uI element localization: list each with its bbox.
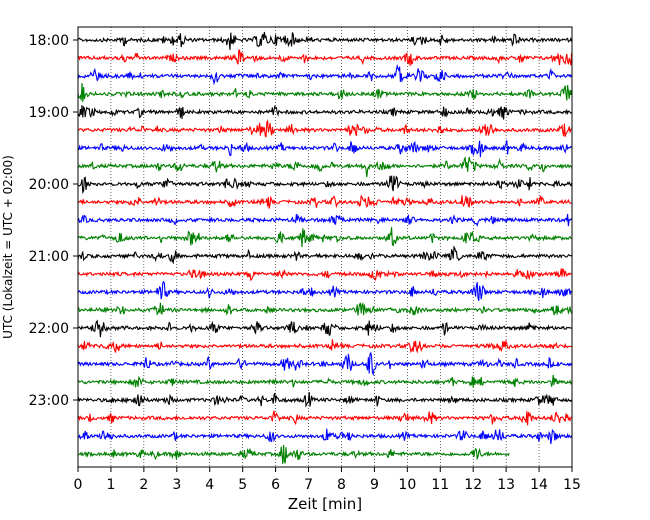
trace-line — [77, 391, 573, 408]
x-tick-label: 11 — [431, 477, 449, 493]
x-tick-label: 9 — [370, 477, 379, 493]
x-tick-label: 13 — [497, 477, 515, 493]
y-axis-ticks: 18:00 19:00 20:00 21:00 22:00 23:00 — [29, 33, 78, 409]
trace-line — [77, 227, 572, 248]
x-tick-label: 6 — [271, 477, 280, 493]
trace-line — [77, 213, 573, 227]
x-tick-label: 3 — [172, 477, 181, 493]
plot-frame — [77, 26, 573, 468]
y-tick-label: 20:00 — [29, 177, 69, 193]
trace-line — [77, 49, 573, 66]
trace-line — [77, 339, 572, 354]
trace-line — [77, 319, 572, 338]
y-tick-label: 18:00 — [29, 33, 69, 49]
x-tick-label: 1 — [106, 477, 115, 493]
x-tick-label: 4 — [205, 477, 214, 493]
trace-line — [78, 140, 572, 158]
trace-line — [77, 444, 510, 465]
y-tick-label: 19:00 — [29, 105, 69, 121]
x-tick-label: 8 — [337, 477, 346, 493]
seismic-traces — [77, 31, 573, 465]
trace-line — [77, 63, 573, 86]
trace-line — [77, 351, 573, 377]
y-tick-label: 21:00 — [29, 249, 69, 265]
trace-line — [77, 104, 572, 120]
y-tick-label: 22:00 — [29, 321, 69, 337]
x-axis-label: Zeit [min] — [288, 495, 362, 513]
trace-line — [77, 410, 573, 426]
trace-line — [77, 245, 572, 265]
x-tick-label: 0 — [74, 477, 83, 493]
trace-line — [77, 31, 573, 50]
x-tick-label: 14 — [530, 477, 548, 493]
x-tick-label: 7 — [304, 477, 313, 493]
trace-line — [77, 195, 572, 209]
trace-line — [77, 119, 572, 138]
trace-line — [77, 83, 573, 103]
trace-line — [77, 428, 573, 445]
x-tick-label: 10 — [398, 477, 416, 493]
y-axis-label: UTC (Lokalzeit = UTC + 02:00) — [1, 155, 15, 339]
trace-line — [77, 302, 573, 316]
x-tick-label: 2 — [139, 477, 148, 493]
x-axis-ticks: 0 1 2 3 4 5 6 7 8 9 10 11 12 13 14 15 — [74, 467, 581, 493]
trace-line — [77, 267, 572, 282]
trace-line — [77, 156, 573, 178]
trace-line — [77, 280, 573, 301]
trace-line — [77, 374, 573, 388]
y-tick-label: 23:00 — [29, 393, 69, 409]
trace-line — [77, 175, 573, 195]
x-tick-label: 12 — [464, 477, 482, 493]
x-tick-label: 15 — [563, 477, 581, 493]
x-tick-label: 5 — [238, 477, 247, 493]
